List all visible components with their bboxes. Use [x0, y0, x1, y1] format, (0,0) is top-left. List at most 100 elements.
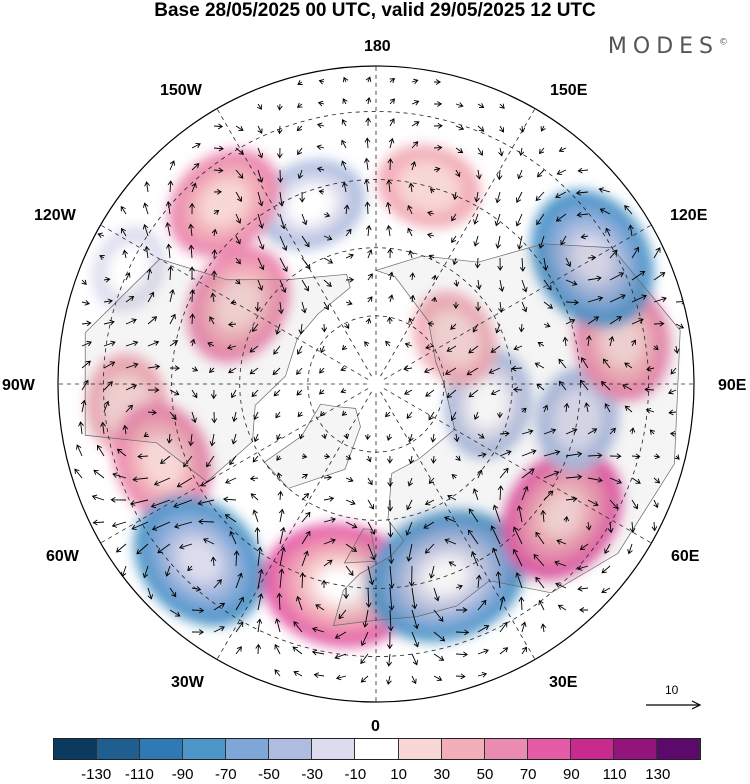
wind-arrow-icon — [188, 244, 195, 259]
wind-arrow-icon — [409, 294, 416, 303]
wind-arrow-icon — [213, 167, 224, 174]
wind-arrow-icon — [125, 404, 133, 413]
wind-arrow-icon — [323, 559, 333, 567]
wind-arrow-icon — [276, 103, 283, 111]
lon-label-180: 180 — [364, 38, 391, 55]
wind-arrow-icon — [477, 452, 487, 458]
wind-arrow-icon — [341, 160, 347, 171]
wind-arrow-icon — [406, 543, 413, 562]
wind-arrow-icon — [230, 299, 237, 306]
colorbar-swatch — [613, 739, 657, 759]
wind-arrow-icon — [301, 550, 309, 567]
wind-arrow-icon — [147, 409, 157, 416]
wind-arrow-icon — [345, 253, 354, 259]
wind-arrow-icon — [491, 547, 501, 567]
wind-arrow-icon — [342, 98, 348, 105]
wind-arrow-icon — [609, 477, 623, 484]
wind-arrow-icon — [78, 421, 84, 435]
wind-arrow-icon — [299, 191, 306, 203]
wind-arrow-icon — [213, 189, 222, 195]
wind-arrow-icon — [468, 508, 479, 523]
colorbar-swatch — [97, 739, 141, 759]
wind-arrow-icon — [631, 318, 644, 325]
wind-arrow-icon — [520, 621, 527, 633]
wind-arrow-icon — [498, 301, 504, 313]
wind-arrow-icon — [653, 477, 661, 484]
colorbar-ticks: -130 -110 -90 -70 -50 -30 -10 10 30 50 70 90 110 130 — [0, 766, 750, 784]
wind-arrow-icon — [169, 160, 176, 171]
wind-arrow-icon — [189, 289, 196, 303]
anomaly-contour — [176, 537, 223, 584]
colorbar-swatch — [527, 739, 571, 759]
colorbar-tick-label: 10 — [390, 766, 407, 783]
wind-arrow-icon — [477, 125, 485, 132]
wind-arrow-icon — [538, 147, 545, 155]
wind-arrow-icon — [387, 521, 394, 538]
wind-arrow-icon — [388, 271, 394, 281]
wind-arrow-icon — [433, 675, 443, 681]
wind-arrow-icon — [408, 455, 415, 465]
wind-arrow-icon — [250, 493, 259, 501]
wind-arrow-icon — [341, 139, 347, 149]
wind-arrow-icon — [496, 169, 503, 181]
wind-arrow-icon — [472, 323, 479, 333]
wind-arrow-icon — [211, 411, 218, 424]
wind-arrow-icon — [235, 191, 242, 202]
wind-arrow-icon — [543, 322, 551, 328]
wind-arrow-icon — [521, 279, 528, 293]
wind-arrow-icon — [387, 477, 393, 488]
wind-arrow-icon — [428, 411, 435, 421]
wind-arrow-icon — [91, 494, 105, 501]
wind-arrow-icon — [295, 595, 303, 611]
wind-arrow-icon — [249, 345, 259, 353]
wind-arrow-icon — [323, 235, 333, 241]
wind-arrow-icon — [387, 455, 393, 464]
wind-arrow-icon — [675, 323, 685, 329]
wind-arrow-icon — [318, 389, 325, 395]
wind-arrow-icon — [299, 572, 306, 589]
wind-arrow-icon — [653, 499, 659, 509]
vector-reference: 10 — [643, 683, 703, 713]
wind-arrow-icon — [276, 147, 283, 159]
wind-arrow-icon — [103, 340, 116, 347]
wind-arrow-icon — [231, 411, 238, 423]
wind-arrow-icon — [257, 169, 264, 183]
wind-arrow-icon — [424, 543, 435, 554]
graticule — [58, 66, 694, 702]
wind-arrow-icon — [365, 97, 372, 105]
wind-arrow-icon — [252, 455, 259, 463]
wind-arrow-icon — [143, 432, 149, 438]
wind-arrow-icon — [384, 411, 391, 418]
wind-arrow-icon — [558, 146, 567, 153]
wind-arrow-icon — [125, 362, 139, 369]
wind-arrow-icon — [341, 181, 348, 193]
wind-arrow-icon — [455, 607, 468, 613]
lon-label-120w: 120W — [34, 207, 76, 224]
wind-arrow-icon — [276, 592, 283, 611]
wind-arrow-icon — [556, 539, 567, 545]
colorbar-swatch — [398, 739, 442, 759]
wind-arrow-icon — [364, 178, 370, 193]
wind-arrow-icon — [191, 163, 200, 171]
colorbar-swatch — [355, 739, 399, 759]
wind-arrow-icon — [498, 147, 504, 157]
wind-arrow-icon — [279, 235, 288, 251]
wind-arrow-icon — [235, 147, 245, 155]
wind-arrow-icon — [189, 266, 195, 281]
wind-arrow-icon — [367, 565, 375, 586]
wind-arrow-icon — [408, 182, 415, 193]
wind-arrow-icon — [343, 433, 350, 440]
wind-arrow-icon — [499, 621, 508, 633]
colorbar-tick-label: 70 — [519, 766, 537, 783]
wind-arrow-icon — [341, 410, 348, 416]
wind-arrow-icon — [151, 521, 171, 531]
wind-arrow-icon — [446, 345, 457, 352]
wind-arrow-icon — [257, 213, 264, 229]
colorbar-tick-label: -70 — [214, 766, 237, 783]
wind-arrow-icon — [477, 103, 485, 109]
wind-arrow-icon — [536, 169, 545, 178]
wind-arrow-icon — [191, 142, 201, 149]
wind-arrow-icon — [129, 499, 149, 506]
wind-arrow-icon — [169, 365, 180, 372]
wind-arrow-icon — [609, 272, 625, 281]
